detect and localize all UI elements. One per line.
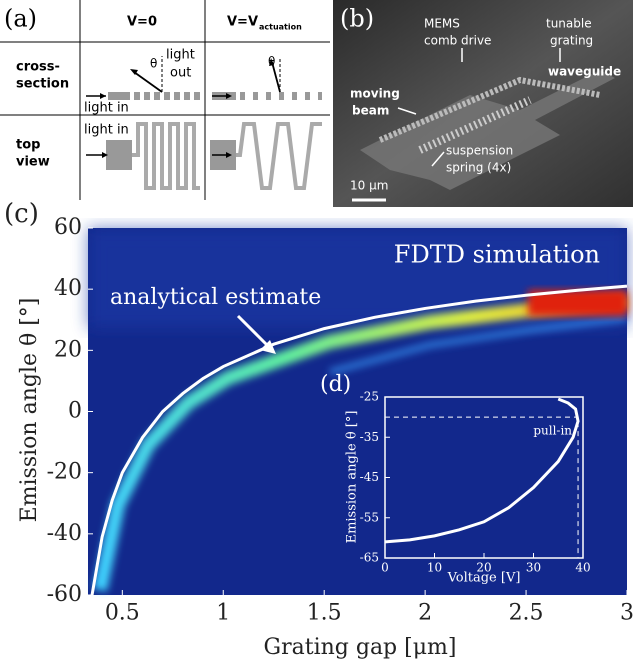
y-tick-label: -20: [47, 460, 82, 485]
y-tick-label: 20: [54, 337, 82, 362]
row-label: cross-: [16, 60, 60, 75]
panel-b: (b) MEMS comb drive tunable grating wave…: [333, 0, 633, 207]
annotation: moving: [350, 87, 400, 101]
annotation: comb drive: [424, 34, 491, 48]
annotation: analytical estimate: [110, 285, 321, 310]
y-tick-label: -35: [360, 430, 379, 444]
x-tick-label: 1.5: [307, 601, 342, 626]
y-tick-label: -65: [360, 551, 379, 565]
serpentine: [236, 122, 322, 190]
annotation: tunable: [546, 17, 592, 31]
panel-a: (a) V=0 V=V actuation cross- section top…: [0, 0, 330, 200]
x-axis-label: Voltage [V]: [447, 571, 521, 586]
y-tick-label: -45: [360, 470, 379, 484]
annotation: MEMS: [424, 17, 460, 31]
line: [384, 397, 580, 544]
x-tick-label: 40: [575, 561, 590, 575]
row-label: section: [16, 77, 69, 92]
arrowhead: [269, 58, 274, 66]
serpentine: [132, 122, 200, 190]
y-tick-label: 0: [68, 399, 82, 424]
x-tick-label: 30: [526, 561, 541, 575]
arrowhead: [102, 152, 108, 158]
x-tick-label: 2: [418, 601, 432, 626]
column-header-sub: actuation: [259, 23, 302, 32]
x-axis-label: Grating gap [μm]: [264, 635, 457, 660]
annotation: FDTD simulation: [394, 241, 600, 269]
x-tick-label: 3: [620, 601, 633, 626]
scale-bar-label: 10 μm: [350, 179, 388, 193]
y-tick-label: -40: [47, 521, 82, 546]
arrowhead: [130, 69, 138, 75]
panel-label: (c): [4, 199, 39, 229]
y-tick-label: 40: [54, 276, 82, 301]
y-tick-label: -55: [360, 510, 379, 524]
y-tick-label: -60: [47, 582, 82, 607]
waveguide: [106, 140, 132, 170]
arrow: [271, 61, 281, 93]
panel-label: (b): [340, 5, 374, 33]
row-label: top: [16, 138, 40, 153]
annotation: light in: [84, 123, 129, 138]
annotation: light in: [84, 101, 129, 116]
panel-label: (d): [320, 372, 351, 397]
annotation: beam: [352, 104, 389, 118]
annotation: suspension: [446, 144, 513, 158]
x-tick-label: 2.5: [509, 601, 544, 626]
x-tick-label: 0: [381, 561, 389, 575]
arrowhead: [226, 93, 232, 99]
heatmap-band: [93, 295, 628, 592]
column-header: V=0: [127, 15, 157, 30]
annotation: out: [170, 66, 191, 81]
waveguide: [108, 92, 130, 100]
line: [90, 284, 628, 596]
annotation: spring (4x): [446, 161, 511, 175]
arrow: [133, 71, 163, 93]
x-tick-label: 20: [476, 561, 491, 575]
arrowhead: [226, 152, 232, 158]
y-tick-label: -25: [360, 390, 379, 404]
annotation: light: [166, 48, 195, 63]
annotation: grating: [550, 34, 593, 48]
x-tick-label: 0.5: [105, 601, 140, 626]
y-tick-label: 60: [54, 215, 82, 240]
annotation: pull-in: [533, 424, 572, 438]
pointer: [397, 48, 561, 167]
annotation: θ: [268, 55, 275, 69]
annotation-arrow: [236, 314, 270, 348]
column-header: V=V: [227, 15, 258, 30]
comb: [378, 76, 601, 143]
y-axis-label: Emission angle θ [°]: [17, 298, 42, 523]
x-tick-label: 10: [427, 561, 442, 575]
heatmap-band: [329, 315, 628, 375]
charts: 0.5 1 1.5 2 2.5 3 -60 -40 -20 0 20 40 60 Grating gap …: [4, 199, 633, 660]
panel-label: (a): [4, 5, 37, 33]
beam: [418, 96, 532, 154]
annotation: θ: [150, 57, 157, 71]
device: [360, 70, 615, 190]
heatmap: [88, 228, 628, 595]
arrowhead: [100, 93, 106, 99]
row-label: view: [16, 155, 50, 170]
annotation-arrowhead: [260, 340, 276, 354]
annotation: waveguide: [548, 65, 621, 79]
y-axis-label: Emission angle θ [°]: [345, 411, 360, 544]
x-tick-label: 1: [216, 601, 230, 626]
